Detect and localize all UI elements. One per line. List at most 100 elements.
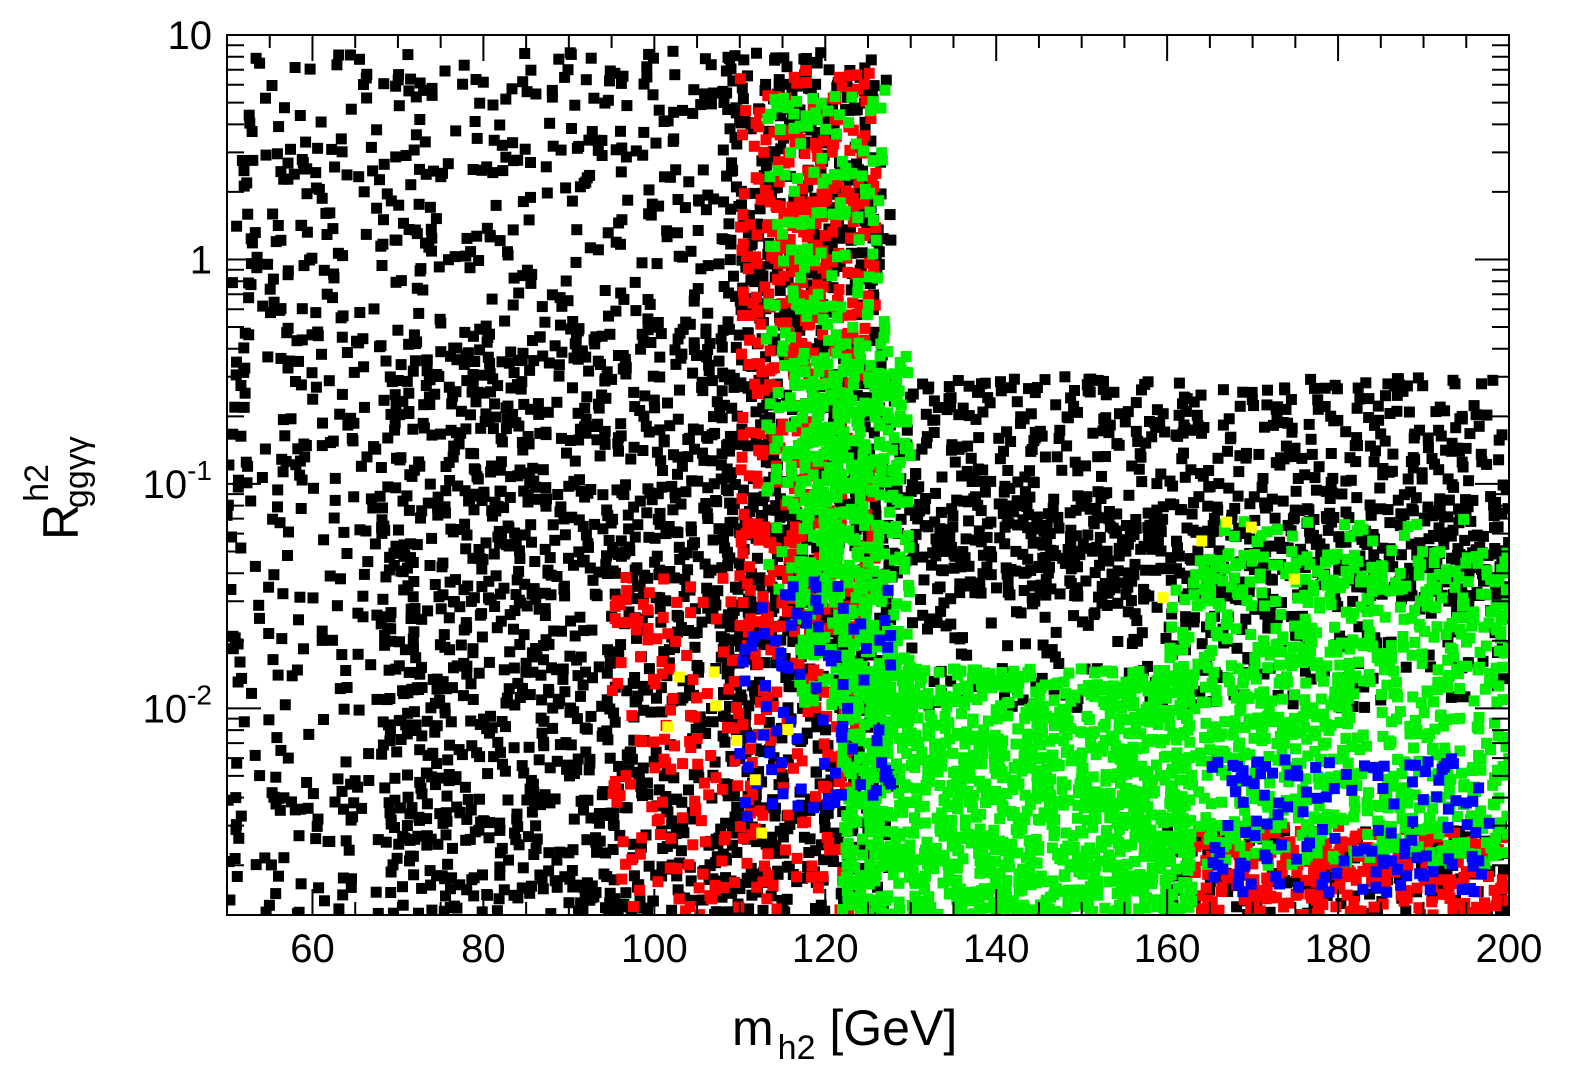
scatter-point — [580, 413, 592, 425]
scatter-point — [671, 596, 683, 608]
scatter-point — [405, 179, 417, 191]
scatter-point — [1404, 562, 1416, 574]
scatter-point — [382, 432, 394, 444]
scatter-point — [755, 428, 767, 440]
scatter-point — [428, 165, 439, 177]
scatter-point — [1026, 580, 1038, 592]
scatter-point — [785, 548, 797, 560]
scatter-point — [420, 767, 432, 779]
scatter-point — [1142, 376, 1154, 388]
scatter-point — [1453, 877, 1465, 889]
scatter-point — [402, 49, 414, 61]
scatter-point — [1351, 492, 1363, 504]
scatter-point — [638, 410, 650, 422]
scatter-point — [540, 500, 552, 512]
scatter-point — [994, 453, 1006, 465]
scatter-point — [688, 769, 700, 781]
scatter-point — [736, 423, 748, 435]
scatter-point — [426, 532, 438, 544]
scatter-point — [416, 613, 428, 625]
scatter-point — [625, 453, 637, 465]
scatter-point — [996, 498, 1008, 510]
scatter-point — [672, 413, 684, 425]
scatter-point — [820, 254, 832, 266]
scatter-point — [1359, 537, 1371, 548]
scatter-point — [395, 359, 407, 371]
scatter-point — [546, 91, 558, 103]
scatter-point — [1172, 542, 1183, 554]
scatter-point — [583, 541, 594, 553]
scatter-point — [1443, 595, 1455, 607]
scatter-point — [386, 376, 398, 388]
scatter-point — [418, 399, 430, 411]
scatter-point — [782, 573, 793, 585]
scatter-point — [860, 95, 872, 107]
scatter-point — [476, 608, 488, 620]
scatter-point — [524, 364, 536, 376]
scatter-point — [671, 793, 683, 805]
scatter-point — [724, 123, 736, 135]
scatter-point — [865, 113, 877, 124]
scatter-point — [403, 504, 415, 516]
scatter-point — [359, 401, 370, 413]
scatter-point — [622, 753, 634, 765]
scatter-point — [289, 62, 301, 73]
scatter-point — [692, 283, 704, 295]
scatter-point — [850, 104, 862, 116]
scatter-point — [372, 834, 384, 846]
scatter-point — [617, 363, 629, 375]
scatter-point — [1052, 511, 1064, 523]
scatter-point — [579, 722, 591, 734]
scatter-point — [1207, 526, 1218, 538]
scatter-point — [517, 444, 529, 456]
scatter-point — [583, 764, 595, 776]
scatter-point — [597, 523, 609, 535]
scatter-point — [706, 429, 718, 441]
scatter-point — [1308, 866, 1320, 878]
scatter-point — [806, 871, 817, 883]
scatter-point — [461, 813, 473, 825]
scatter-point — [788, 265, 800, 277]
scatter-point — [727, 75, 739, 87]
scatter-point — [1236, 623, 1248, 635]
scatter-point — [571, 764, 583, 776]
scatter-point — [674, 384, 685, 396]
scatter-point — [406, 802, 418, 814]
scatter-point — [655, 682, 667, 694]
scatter-point — [1045, 544, 1057, 556]
scatter-point — [1104, 584, 1115, 596]
scatter-point — [1000, 562, 1012, 574]
scatter-point — [1247, 858, 1259, 870]
scatter-point — [873, 246, 885, 258]
scatter-point — [282, 157, 294, 169]
scatter-point — [316, 625, 328, 637]
scatter-point — [319, 895, 330, 907]
scatter-point — [363, 748, 375, 760]
scatter-point — [1263, 615, 1275, 627]
scatter-point — [685, 525, 697, 537]
scatter-point — [1319, 401, 1331, 412]
scatter-point — [621, 100, 633, 112]
scatter-point — [602, 227, 614, 239]
scatter-point — [744, 584, 756, 596]
scatter-point — [1037, 639, 1049, 651]
scatter-point — [730, 290, 742, 302]
scatter-point — [563, 480, 575, 492]
scatter-point — [506, 83, 518, 95]
scatter-point — [643, 663, 655, 675]
scatter-point — [1299, 469, 1311, 481]
scatter-point — [912, 513, 924, 525]
scatter-point — [441, 790, 453, 802]
scatter-point — [966, 476, 978, 487]
scatter-point — [627, 677, 639, 689]
scatter-point — [751, 221, 763, 233]
scatter-point — [648, 756, 660, 768]
scatter-point — [420, 380, 432, 391]
scatter-point — [620, 151, 632, 163]
scatter-point — [407, 423, 419, 435]
scatter-point — [494, 119, 506, 131]
scatter-point — [632, 616, 644, 627]
scatter-point — [397, 899, 409, 911]
scatter-point — [500, 93, 512, 105]
scatter-point — [1181, 393, 1193, 405]
